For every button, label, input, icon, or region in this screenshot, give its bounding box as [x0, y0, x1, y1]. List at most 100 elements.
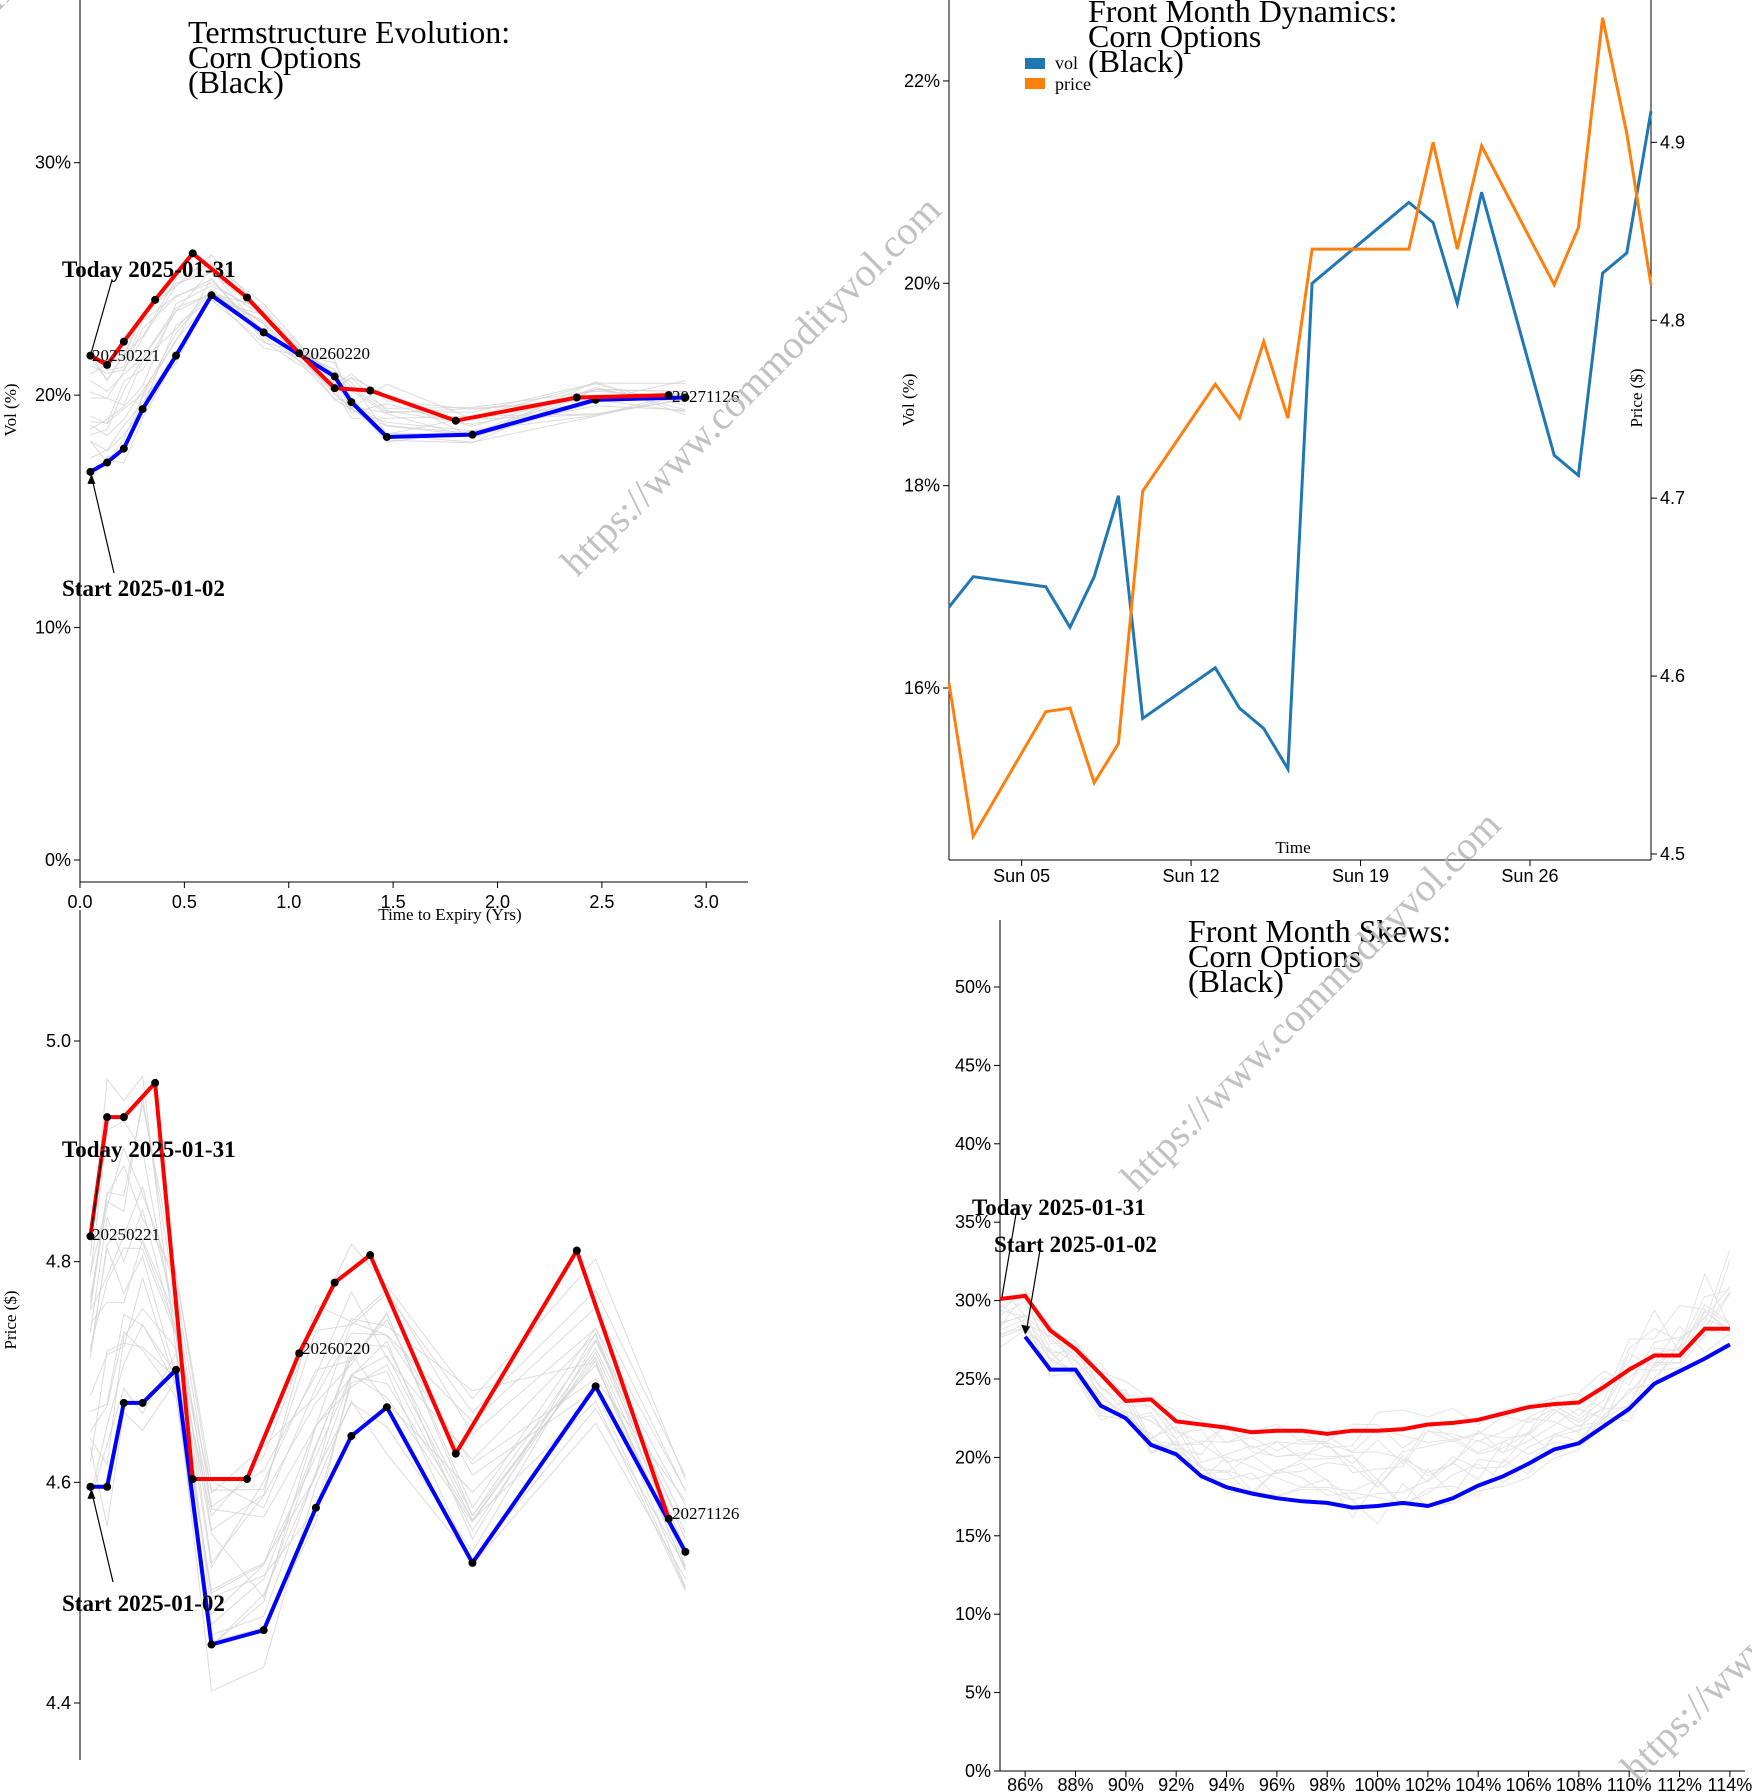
start-annotation: Start 2025-01-02: [62, 576, 225, 601]
expiry-label: 20271126: [672, 1504, 739, 1523]
series-marks: [999, 1293, 1731, 1510]
history-curve: [999, 1291, 1731, 1489]
x-tick-label: 2.5: [589, 892, 614, 912]
today-series-point: [330, 384, 339, 393]
y-tick-label: 22%: [904, 71, 940, 91]
chart-title-line: Front Month Dynamics:: [1088, 0, 1397, 29]
start-series-point: [172, 351, 181, 360]
y-tick-label: 15%: [955, 1526, 991, 1546]
history-curve: [999, 1327, 1731, 1519]
x-tick-label: 3.0: [694, 892, 719, 912]
y-tick-label: 10%: [35, 618, 71, 638]
history-curve: [90, 293, 686, 432]
history-curve: [90, 277, 686, 437]
front-month-dynamics-chart: Sun 05 Sun 12 Sun 19 Sun 26 16% 18% 20% 22% 4.5 4…: [899, 0, 1685, 886]
today-annotation: Today 2025-01-31: [62, 257, 236, 282]
y-tick-label: 30%: [955, 1291, 991, 1311]
y-tick-label: 20%: [35, 385, 71, 405]
x-tick-label: 88%: [1057, 1775, 1093, 1792]
axes: 4.4 4.6 4.8 5.0 Price ($): [1, 910, 81, 1760]
history-curve: [89, 1185, 686, 1565]
y-tick-label: 50%: [955, 977, 991, 997]
y2-axis-title: Price ($): [1627, 368, 1646, 427]
axes: 0.0 0.5 1.0 1.5 2.0 2.5 3.0 0% 10% 20% 30% Time to …: [1, 0, 748, 924]
start-arrowhead: [87, 1488, 96, 1499]
y-tick-label: 35%: [955, 1212, 991, 1232]
start-series-point: [681, 1547, 690, 1556]
termstructure-vol-chart: 0.0 0.5 1.0 1.5 2.0 2.5 3.0 0% 10% 20% 30% Time to …: [1, 0, 748, 924]
y2-tick-label: 4.6: [1660, 666, 1685, 686]
history-curve: [90, 1313, 686, 1592]
expiry-label: 20250221: [92, 346, 160, 365]
today-series-point: [151, 1078, 160, 1087]
y-tick-label: 30%: [35, 153, 71, 173]
chart-title-line: Corn Options: [1088, 18, 1261, 54]
today-series-point: [151, 295, 160, 304]
history-curve: [89, 1146, 686, 1567]
chart-title-line: Front Month Skews:: [1188, 913, 1451, 949]
axes: 86% 88% 90% 92% 94% 96% 98% 100% 102% 104% 106% 108…: [955, 920, 1752, 1792]
y-axis-title: Price ($): [1, 1290, 20, 1349]
y-axis-title: Vol (%): [1, 383, 20, 436]
legend-swatch-vol: [1025, 58, 1045, 69]
y-tick-label: 0%: [45, 850, 71, 870]
watermark-text: https://www.commodityvol.com: [0, 0, 199, 189]
legend-label-vol: vol: [1055, 53, 1078, 73]
start-series-point: [330, 372, 339, 381]
history-curve: [89, 1246, 686, 1594]
x-tick-label: 0.5: [172, 892, 197, 912]
termstructure-price-chart: 4.4 4.6 4.8 5.0 Price ($) Today 2025-01-31 St…: [1, 910, 739, 1760]
chart-title-line: (Black): [1188, 963, 1284, 999]
today-arrow: [89, 1154, 103, 1237]
x-tick-label: 104%: [1455, 1775, 1501, 1792]
y-tick-label: 18%: [904, 476, 940, 496]
front-month-skews-chart: 86% 88% 90% 92% 94% 96% 98% 100% 102% 104% 106% 108…: [955, 913, 1752, 1792]
history-curve: [89, 1228, 686, 1518]
y-tick-label: 4.8: [46, 1252, 71, 1272]
today-series-point: [572, 1246, 581, 1255]
x-tick-label: 1.5: [381, 892, 406, 912]
watermark-text: https://www.commodityvol.com: [552, 187, 950, 585]
x-tick-label: 102%: [1405, 1775, 1451, 1792]
today-annotation: Today 2025-01-31: [62, 1137, 236, 1162]
legend-swatch-price: [1025, 78, 1045, 89]
start-arrow: [1025, 1249, 1041, 1333]
chart-title-line: Termstructure Evolution:: [188, 14, 510, 50]
start-series-point: [119, 444, 128, 453]
watermark-text: https://www.commodityvol.com: [1612, 1392, 1752, 1790]
start-arrow: [90, 1490, 114, 1583]
vol-series-line: [947, 111, 1653, 774]
y2-tick-label: 4.9: [1660, 132, 1685, 152]
today-annotation: Today 2025-01-31: [972, 1195, 1146, 1220]
start-series-point: [591, 1382, 600, 1391]
history-curve: [89, 1097, 686, 1532]
today-series-line: [999, 1293, 1730, 1436]
today-series-point: [664, 1514, 673, 1523]
today-series-point: [243, 293, 251, 302]
y-axis-title: Vol (%): [899, 373, 918, 426]
x-tick-label: 86%: [1007, 1775, 1043, 1792]
chart-titles: Front Month Skews:Corn Options(Black) Tod…: [972, 913, 1451, 1335]
start-series-point: [681, 393, 690, 402]
today-series-point: [451, 1449, 460, 1458]
start-series-line: [1023, 1335, 1731, 1510]
x-tick-label: 112%: [1657, 1775, 1702, 1792]
x-tick-label: 2.0: [485, 892, 510, 912]
start-series-point: [468, 430, 477, 439]
x-tick-label: 100%: [1355, 1775, 1401, 1792]
y-tick-label: 40%: [955, 1134, 991, 1154]
chart-title-line: Corn Options: [1188, 938, 1361, 974]
history-curve: [999, 1293, 1731, 1501]
x-axis-title: Time: [1275, 838, 1310, 857]
history-curve: [89, 1276, 686, 1626]
start-annotation: Start 2025-01-02: [994, 1232, 1157, 1257]
today-series-point: [664, 391, 673, 400]
start-series-point: [138, 405, 147, 414]
axes: Sun 05 Sun 12 Sun 19 Sun 26 16% 18% 20% 22% 4.5 4…: [899, 0, 1685, 886]
today-series-point: [572, 393, 581, 402]
start-series-point: [119, 1398, 128, 1407]
expiry-label: 20271126: [672, 387, 739, 406]
start-series-point: [468, 1558, 477, 1567]
